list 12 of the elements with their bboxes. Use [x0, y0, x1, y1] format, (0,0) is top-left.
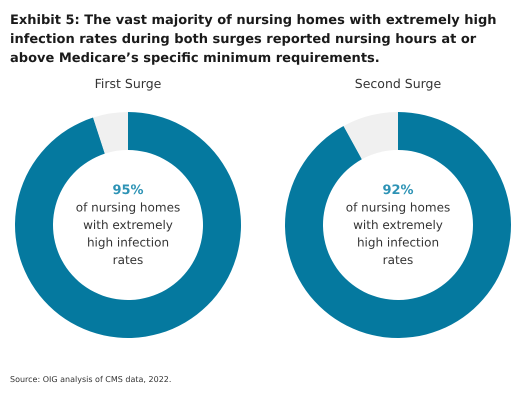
source-note: Source: OIG analysis of CMS data, 2022.	[10, 375, 172, 384]
text: Exhibit 5: The vast majority of nursing homes with extremely high infection rates during both surges reported nursing hours at or above Medicare’s specific minimum requirements.	[10, 13, 497, 66]
chart-title: First Surge	[94, 76, 162, 91]
data-label: 92%	[382, 183, 414, 198]
chart-title: Second Surge	[354, 76, 442, 91]
data-label: 95%	[112, 183, 144, 198]
donut-slice	[285, 112, 511, 338]
text: of nursing homes with extremely high infection rates	[76, 200, 180, 267]
donut-slice	[15, 112, 241, 338]
donut-slice	[344, 112, 398, 160]
text: of nursing homes with extremely high infection rates	[346, 200, 450, 267]
donut-slice	[93, 112, 128, 154]
